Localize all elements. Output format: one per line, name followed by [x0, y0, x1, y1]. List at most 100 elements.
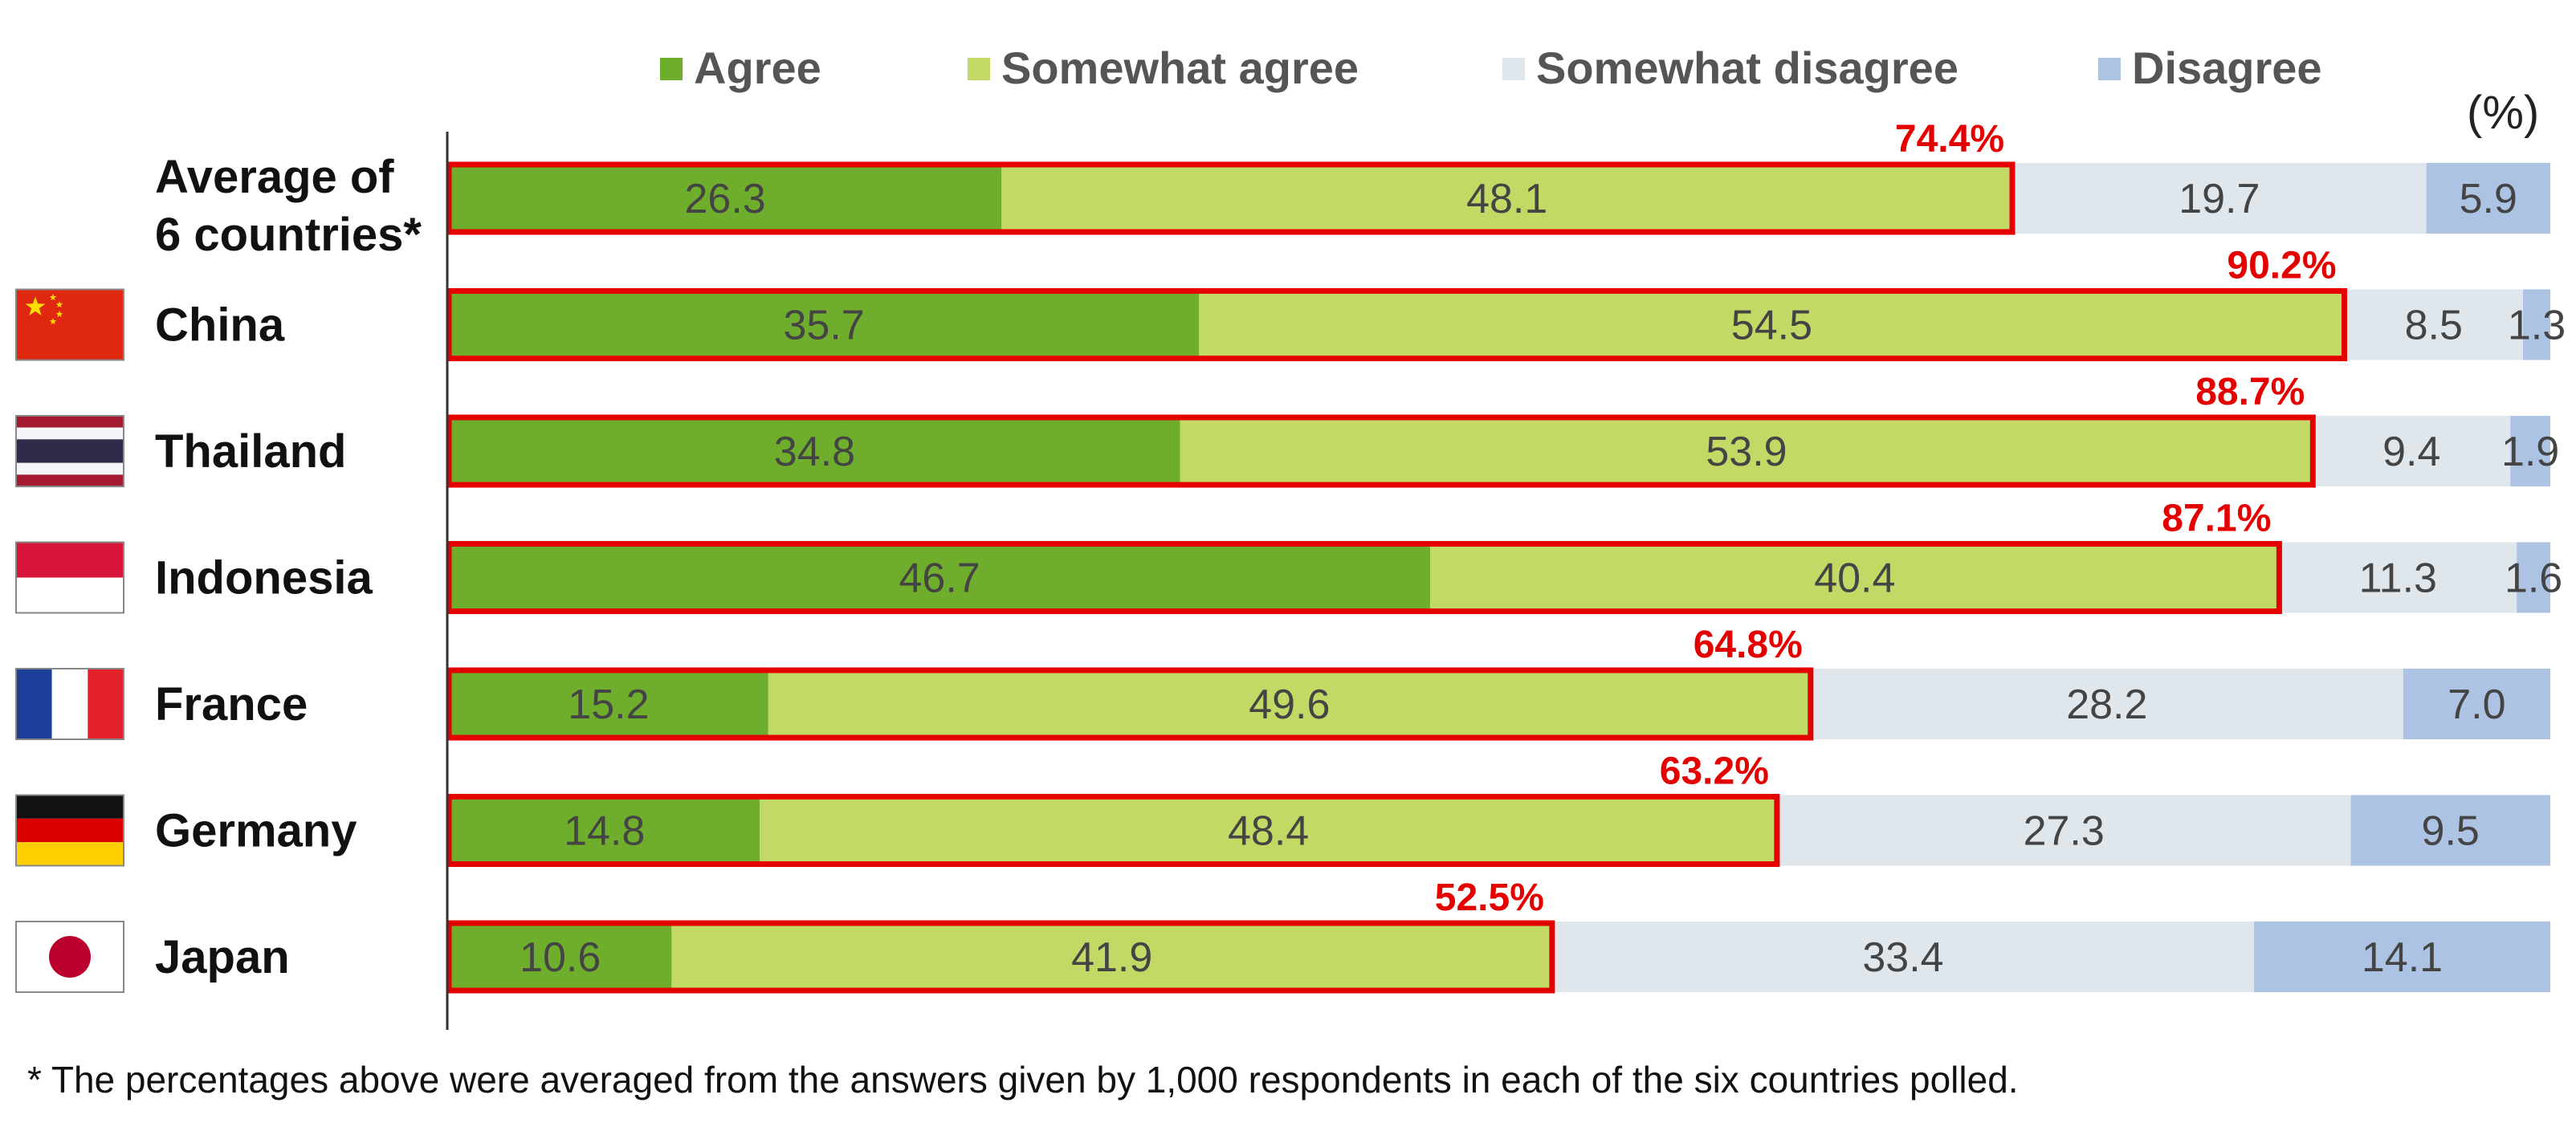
category-label-thailand: Thailand: [155, 425, 346, 478]
category-label-germany: Germany: [155, 805, 357, 857]
category-label-average-of-6-countries: Average of 6 countries*: [155, 151, 422, 261]
bar-row-france: 15.2 49.6 28.2 7.0 64.8%: [446, 624, 2550, 741]
agree-total-label: 64.8%: [1694, 624, 1803, 666]
bar-somewhat-agree: [1430, 542, 2280, 613]
bar-disagree: [2517, 542, 2550, 613]
bar-agree: [449, 289, 1200, 360]
bar-disagree: [2510, 416, 2550, 486]
category-label-indonesia: Indonesia: [155, 552, 373, 604]
data-label-disagree: 7.0: [2448, 681, 2505, 728]
agree-total-label: 87.1%: [2162, 498, 2271, 540]
bar-disagree: [2350, 795, 2550, 866]
data-label-agree: 26.3: [684, 176, 765, 222]
agree-total-label: 74.4%: [1895, 118, 2004, 161]
bar-agree: [449, 416, 1180, 486]
bar-somewhat-disagree: [2012, 163, 2427, 234]
category-label-france: France: [155, 678, 308, 730]
data-label-somewhat-disagree: 19.7: [2179, 176, 2260, 222]
agree-total-label: 52.5%: [1435, 877, 1544, 919]
data-label-somewhat-disagree: 33.4: [1862, 934, 1943, 981]
bar-somewhat-disagree: [2279, 542, 2517, 613]
data-label-agree: 34.8: [774, 429, 855, 475]
agree-total-highlight: [446, 667, 1814, 741]
bar-agree: [449, 163, 1002, 234]
data-label-somewhat-disagree: 11.3: [2359, 555, 2437, 602]
legend-label-somewhat-agree: Somewhat agree: [1001, 43, 1359, 93]
data-label-disagree: 1.9: [2501, 429, 2559, 475]
bar-somewhat-agree: [768, 669, 1811, 739]
agree-total-label: 88.7%: [2195, 371, 2305, 413]
japan-flag: [15, 921, 124, 993]
legend-swatch-agree: [660, 58, 683, 80]
category-labels: Average of 6 countries* China Thailand Indon…: [155, 151, 422, 983]
legend-label-agree: Agree: [694, 43, 821, 93]
data-label-disagree: 1.6: [2505, 555, 2562, 602]
data-label-disagree: 1.3: [2508, 303, 2566, 349]
bar-agree: [449, 542, 1431, 613]
data-label-somewhat-agree: 53.9: [1706, 429, 1787, 475]
bar-agree: [449, 669, 768, 739]
bar-agree: [449, 795, 760, 866]
bar-somewhat-agree: [1199, 289, 2345, 360]
legend-swatch-somewhat-agree: [968, 58, 990, 80]
bar-row-china: 35.7 54.5 8.5 1.3 90.2%: [446, 245, 2566, 361]
bar-row-thailand: 34.8 53.9 9.4 1.9 88.7%: [446, 371, 2559, 488]
bar-disagree: [2403, 669, 2550, 739]
legend-label-somewhat-disagree: Somewhat disagree: [1536, 43, 1958, 93]
china-flag: [15, 288, 124, 361]
bar-row-japan: 10.6 41.9 33.4 14.1 52.5%: [446, 877, 2550, 994]
data-label-somewhat-disagree: 28.2: [2066, 681, 2147, 728]
country-flags: [15, 288, 124, 993]
bar-somewhat-agree: [671, 922, 1552, 992]
data-label-disagree: 9.5: [2422, 808, 2480, 855]
data-label-somewhat-disagree: 27.3: [2024, 808, 2105, 855]
agree-total-highlight: [446, 541, 2282, 614]
legend-label-disagree: Disagree: [2132, 43, 2322, 93]
data-label-agree: 46.7: [899, 555, 980, 602]
data-label-somewhat-disagree: 9.4: [2382, 429, 2440, 475]
bar-somewhat-disagree: [1551, 922, 2254, 992]
category-label-china: China: [155, 299, 285, 352]
unit-label: (%): [2467, 87, 2539, 139]
indonesia-flag: [15, 541, 124, 614]
data-label-somewhat-agree: 54.5: [1731, 303, 1812, 349]
data-label-agree: 14.8: [564, 808, 645, 855]
bar-row-average-of-6-countries: 26.3 48.1 19.7 5.9 74.4%: [446, 118, 2550, 235]
legend: Agree Somewhat agree Somewhat disagree Disa…: [660, 43, 2539, 139]
data-label-somewhat-agree: 49.6: [1249, 681, 1330, 728]
data-label-somewhat-agree: 48.1: [1466, 176, 1547, 222]
data-label-somewhat-disagree: 8.5: [2405, 303, 2463, 349]
bar-somewhat-agree: [760, 795, 1777, 866]
footnote: * The percentages above were averaged fr…: [27, 1059, 2019, 1101]
data-label-agree: 10.6: [520, 934, 601, 981]
bar-disagree: [2523, 289, 2550, 360]
bar-somewhat-disagree: [1776, 795, 2351, 866]
bar-disagree: [2254, 922, 2550, 992]
agree-total-label: 63.2%: [1660, 751, 1769, 793]
france-flag: [15, 668, 124, 740]
data-label-somewhat-agree: 40.4: [1814, 555, 1895, 602]
germany-flag: [15, 794, 124, 867]
bars: 26.3 48.1 19.7 5.974.4%35.7 54.5 8.5 1.390.2%3…: [446, 118, 2566, 994]
bar-row-indonesia: 46.7 40.4 11.3 1.6 87.1%: [446, 498, 2562, 614]
bar-row-germany: 14.8 48.4 27.3 9.5 63.2%: [446, 751, 2550, 867]
bar-somewhat-agree: [1001, 163, 2013, 234]
bar-somewhat-agree: [1180, 416, 2313, 486]
data-label-disagree: 5.9: [2460, 176, 2517, 222]
bar-somewhat-disagree: [1810, 669, 2403, 739]
category-label-japan: Japan: [155, 931, 290, 983]
agree-total-label: 90.2%: [2227, 245, 2336, 287]
data-label-disagree: 14.1: [2362, 934, 2443, 981]
agree-total-highlight: [446, 414, 2316, 488]
thailand-flag: [15, 415, 124, 487]
agree-total-highlight: [446, 920, 1555, 994]
legend-swatch-disagree: [2098, 58, 2121, 80]
agree-total-highlight: [446, 288, 2347, 361]
agree-total-highlight: [446, 794, 1780, 867]
data-label-somewhat-agree: 48.4: [1228, 808, 1309, 855]
bar-somewhat-disagree: [2344, 289, 2523, 360]
agree-total-highlight: [446, 161, 2016, 235]
bar-agree: [449, 922, 672, 992]
bar-somewhat-disagree: [2313, 416, 2511, 486]
